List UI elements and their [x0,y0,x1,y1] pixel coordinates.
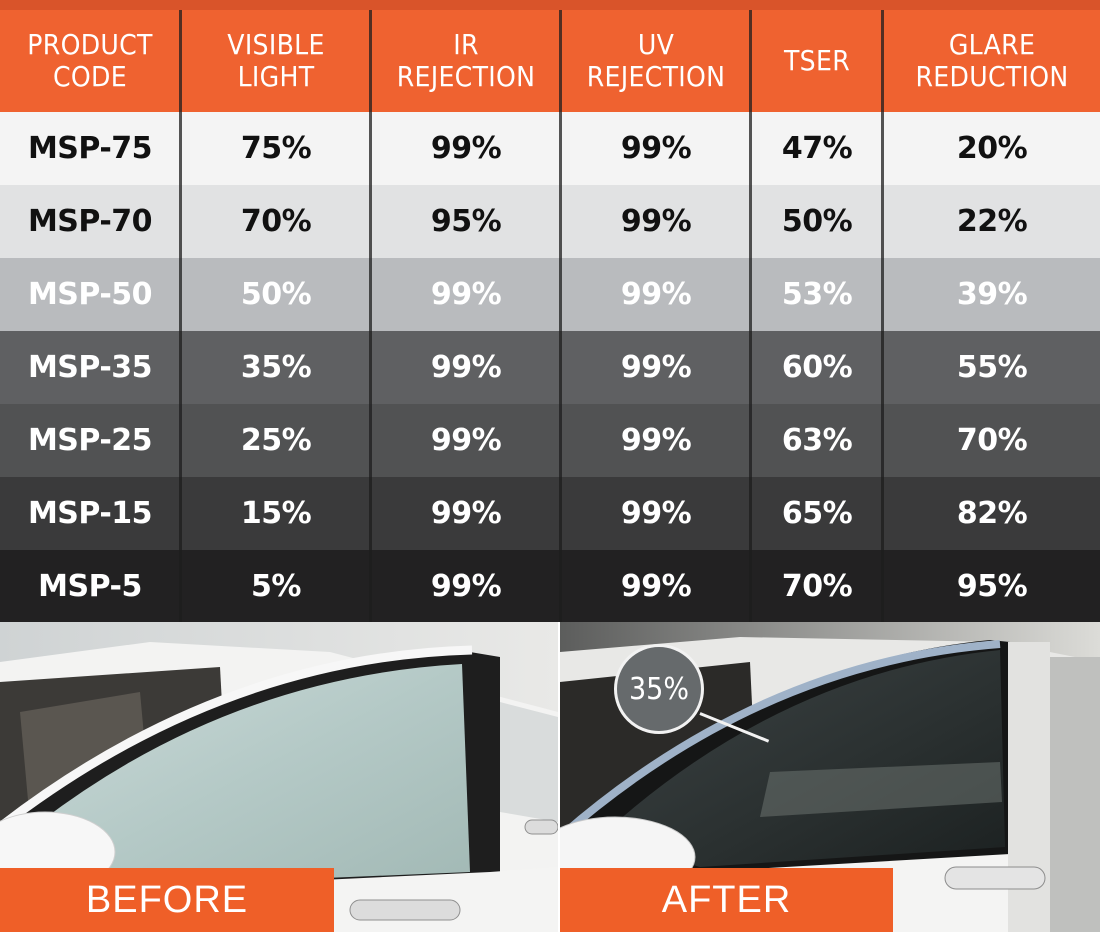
cell-uv-rejection: 99% [620,423,692,458]
cell-uv-rejection: 99% [620,277,692,312]
table-row: MSP-5 5% 99% 99% 70% 95% [0,550,1100,622]
cell-glare-reduction: 82% [956,496,1028,531]
header-tser: TSER [784,44,850,77]
cell-ir-rejection: 99% [430,568,502,604]
header-ir-rejection: IR REJECTION [396,28,536,93]
column-divider [179,10,182,622]
cell-glare-reduction: 22% [956,204,1028,239]
cell-product-code: MSP-25 [27,423,153,458]
cell-uv-rejection: 99% [620,131,692,166]
cell-product-code: MSP-50 [27,277,153,312]
cell-glare-reduction: 20% [956,131,1028,166]
cell-tser: 53% [781,277,853,312]
cell-ir-rejection: 99% [430,423,502,458]
cell-tser: 63% [781,423,853,458]
column-divider [369,10,372,622]
cell-visible-light: 25% [240,423,312,458]
cell-ir-rejection: 99% [430,496,502,531]
after-label: AFTER [560,868,893,932]
cell-glare-reduction: 39% [956,277,1028,312]
header-top-strip [0,0,1100,10]
cell-ir-rejection: 99% [430,350,502,385]
cell-glare-reduction: 55% [956,350,1028,385]
cell-glare-reduction: 70% [956,423,1028,458]
cell-product-code: MSP-70 [27,204,153,239]
cell-product-code: MSP-5 [38,568,142,604]
cell-ir-rejection: 95% [430,204,502,239]
cell-visible-light: 70% [240,204,312,239]
table-row: MSP-35 35% 99% 99% 60% 55% [0,331,1100,404]
cell-uv-rejection: 99% [620,350,692,385]
tint-specs-table: PRODUCT CODE VISIBLE LIGHT IR REJECTION … [0,0,1100,622]
column-divider [749,10,752,622]
column-divider [881,10,884,622]
cell-visible-light: 5% [251,568,301,604]
column-divider [559,10,562,622]
table-row: MSP-75 75% 99% 99% 47% 20% [0,112,1100,185]
header-product-code: PRODUCT CODE [27,28,153,93]
cell-tser: 70% [781,568,853,604]
cell-tser: 47% [781,131,853,166]
cell-uv-rejection: 99% [620,568,692,604]
cell-ir-rejection: 99% [430,131,502,166]
cell-tser: 65% [781,496,853,531]
table-row: MSP-15 15% 99% 99% 65% 82% [0,477,1100,550]
table-header-row: PRODUCT CODE VISIBLE LIGHT IR REJECTION … [0,10,1100,112]
table-row: MSP-70 70% 95% 99% 50% 22% [0,185,1100,258]
cell-product-code: MSP-35 [27,350,153,385]
cell-visible-light: 35% [240,350,312,385]
cell-uv-rejection: 99% [620,204,692,239]
table-row: MSP-25 25% 99% 99% 63% 70% [0,404,1100,477]
cell-ir-rejection: 99% [430,277,502,312]
cell-product-code: MSP-75 [27,131,153,166]
cell-visible-light: 15% [240,496,312,531]
table-row: MSP-50 50% 99% 99% 53% 39% [0,258,1100,331]
header-glare-reduction: GLARE REDUCTION [915,28,1069,93]
cell-uv-rejection: 99% [620,496,692,531]
before-label: BEFORE [0,868,334,932]
tint-percentage-badge: 35% [614,644,704,734]
cell-visible-light: 75% [240,131,312,166]
cell-tser: 60% [781,350,853,385]
header-visible-light: VISIBLE LIGHT [227,28,325,93]
cell-tser: 50% [781,204,853,239]
cell-visible-light: 50% [240,277,312,312]
header-uv-rejection: UV REJECTION [586,28,726,93]
cell-product-code: MSP-15 [27,496,153,531]
cell-glare-reduction: 95% [956,568,1028,604]
